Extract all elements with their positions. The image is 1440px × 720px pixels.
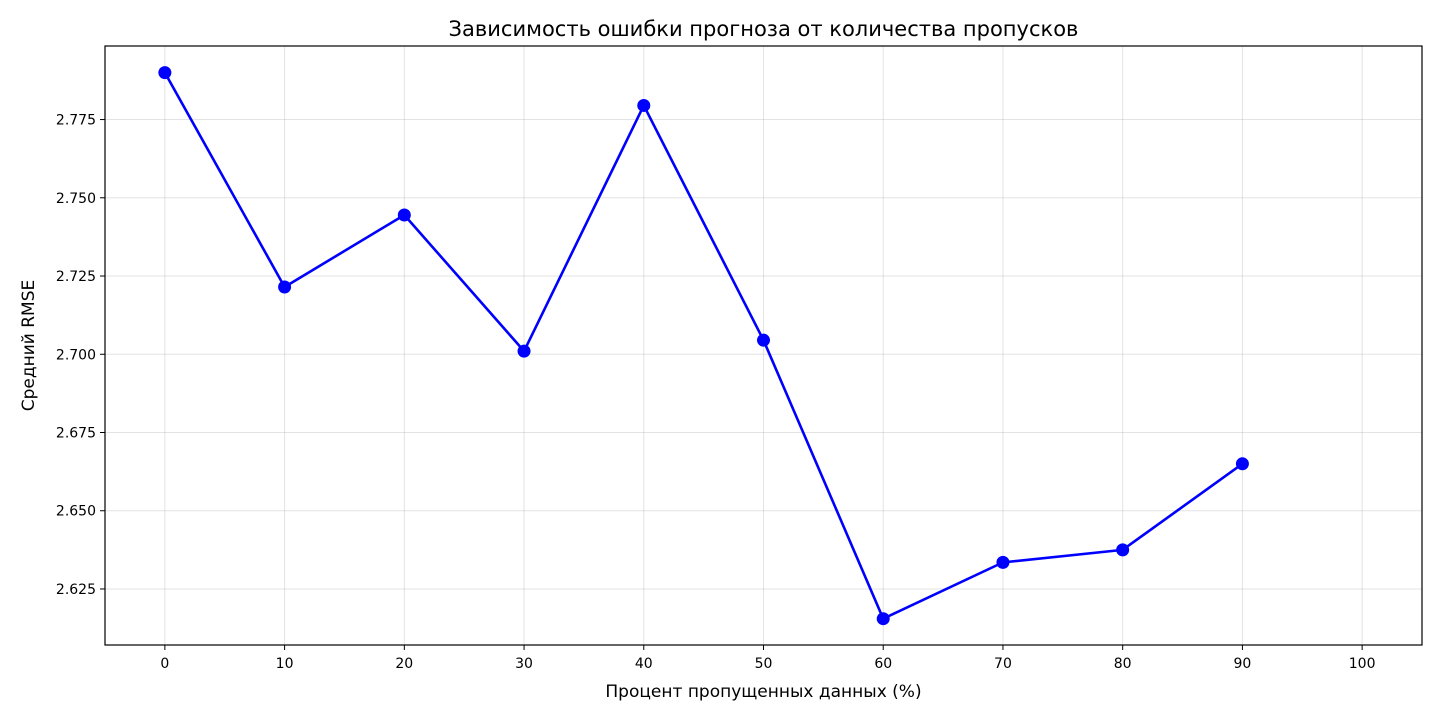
series-layer xyxy=(158,66,1249,626)
x-tick-label: 30 xyxy=(515,656,533,672)
data-point xyxy=(1116,543,1130,557)
x-tick-label: 40 xyxy=(635,656,653,672)
y-axis-title: Средний RMSE xyxy=(19,280,39,412)
x-tick-label: 10 xyxy=(276,656,294,672)
y-tick-label: 2.650 xyxy=(56,504,96,520)
data-point xyxy=(158,66,172,80)
data-point xyxy=(517,344,531,358)
y-tick-label: 2.700 xyxy=(56,347,96,363)
y-tick-label: 2.750 xyxy=(56,191,96,207)
y-tick-label: 2.675 xyxy=(56,426,96,442)
x-tick-label: 90 xyxy=(1233,656,1251,672)
data-point xyxy=(637,98,651,112)
y-tick-label: 2.775 xyxy=(56,113,96,129)
x-tick-label: 20 xyxy=(395,656,413,672)
x-tick-label: 60 xyxy=(874,656,892,672)
x-tick-label: 80 xyxy=(1114,656,1132,672)
data-point xyxy=(757,333,770,347)
data-point xyxy=(278,280,292,294)
y-tick-label: 2.725 xyxy=(56,269,96,285)
data-point xyxy=(876,612,890,626)
x-axis-title: Процент пропущенных данных (%) xyxy=(605,682,921,702)
ticks-layer: 0 10 20 30 40 50 60 70 80 90 100 2.625 2.650 2.675 2.7… xyxy=(56,113,1376,672)
grid-layer xyxy=(105,46,1422,645)
x-tick-label: 100 xyxy=(1349,656,1376,672)
chart-title: Зависимость ошибки прогноза от количеств… xyxy=(449,17,1079,41)
x-tick-label: 50 xyxy=(755,656,773,672)
data-point xyxy=(397,208,411,222)
series-line xyxy=(163,71,1244,621)
x-tick-label: 0 xyxy=(160,656,169,672)
x-tick-label: 70 xyxy=(994,656,1012,672)
data-point xyxy=(996,555,1010,569)
data-point xyxy=(1235,457,1249,471)
y-tick-label: 2.625 xyxy=(56,582,96,598)
plot-frame xyxy=(104,45,1423,646)
